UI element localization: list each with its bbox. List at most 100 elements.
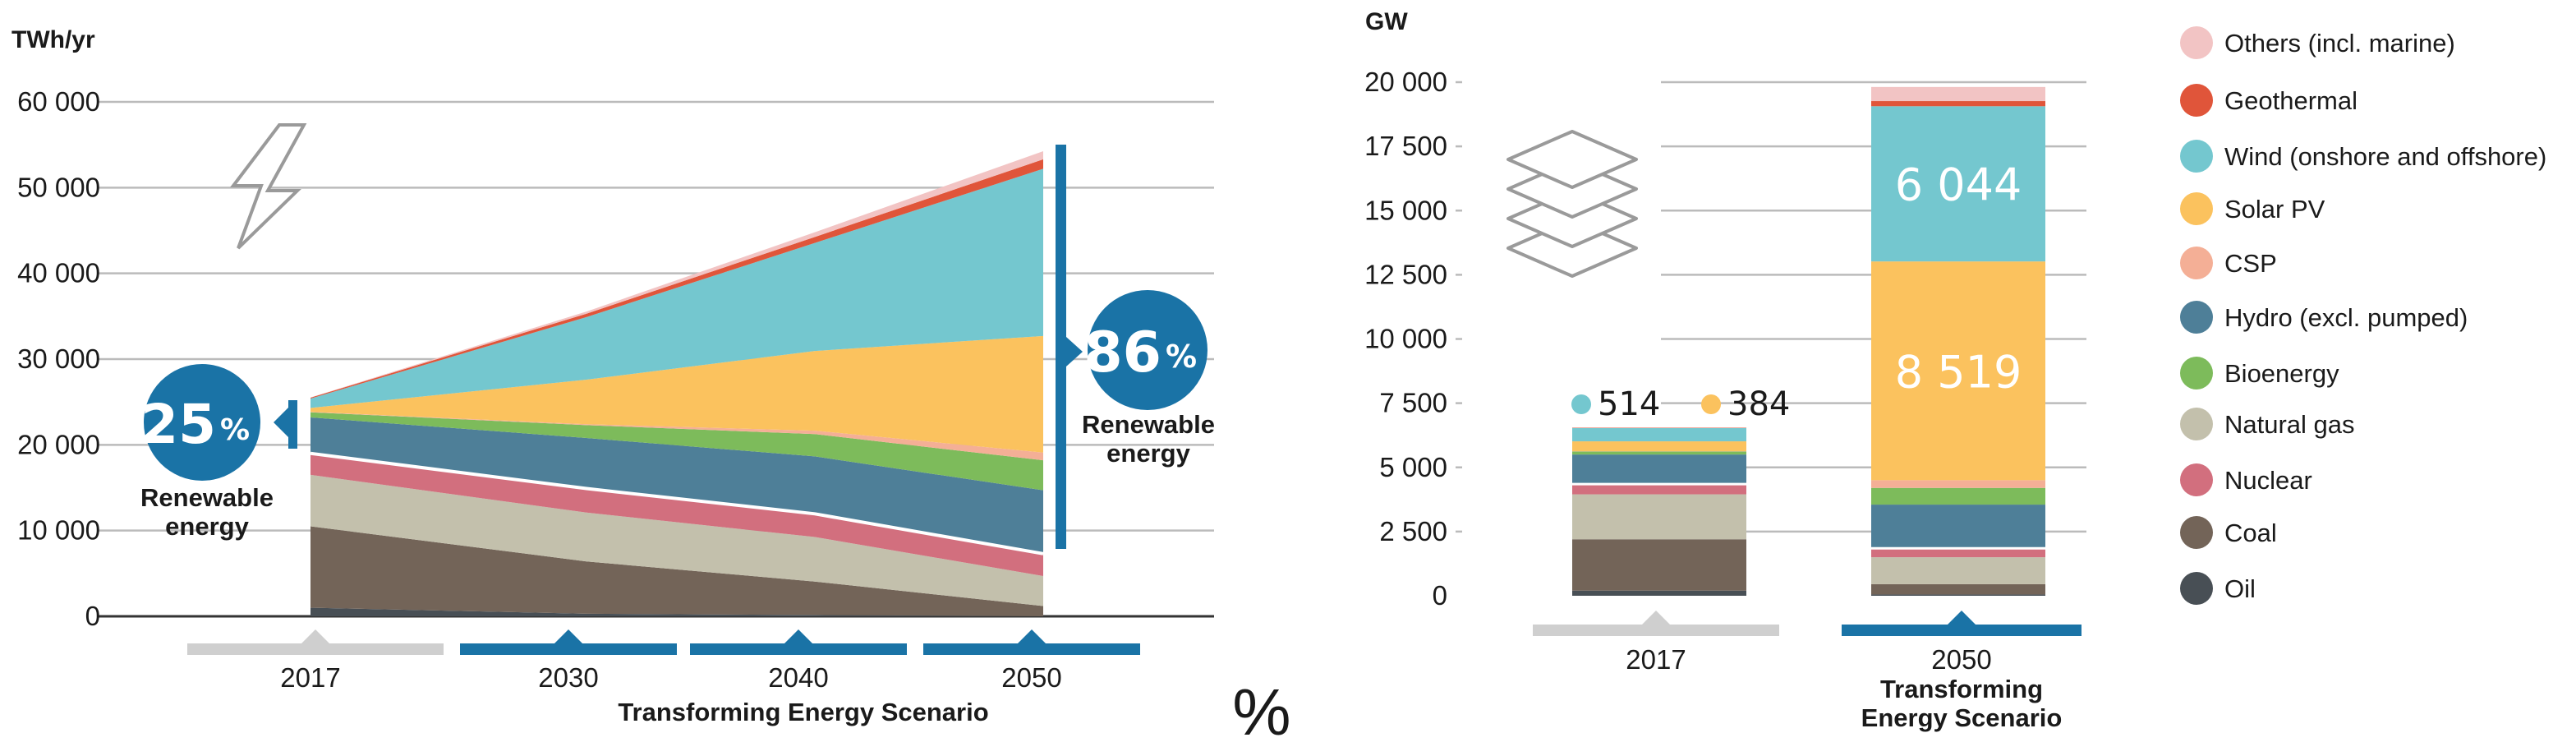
legend-label-csp: CSP: [2224, 249, 2277, 278]
left-y-tick-label: 20 000: [17, 429, 100, 459]
bar-2017-hydro: [1572, 454, 1746, 485]
left-y-tick-label: 50 000: [17, 172, 100, 202]
bar-2050-natural_gas: [1871, 557, 2045, 584]
share-2017-pointer: [274, 408, 288, 437]
bar-2017-oil: [1572, 590, 1746, 596]
right-y-tick-label: 15 000: [1364, 195, 1447, 225]
value-label-2050-solar: 8 519: [1895, 346, 2022, 398]
left-x-marker-2030: [554, 629, 583, 644]
share-2017-label-line1: Renewable: [140, 483, 274, 512]
bar-2017-natural_gas: [1572, 494, 1746, 540]
bar-2050-nuclear: [1871, 548, 2045, 558]
lightning-bolt-icon: [229, 123, 307, 250]
legend-swatch-natural_gas: [2180, 408, 2213, 440]
share-2050-circle: [1088, 290, 1208, 410]
bar-2050-bioenergy: [1871, 487, 2045, 505]
legend-swatch-hydro: [2180, 301, 2213, 334]
left-x-axis: 2017 2030 2040 2050: [187, 629, 1140, 693]
right-value-labels: 514 384 6 044 8 519: [1571, 159, 2022, 423]
legend-swatch-nuclear: [2180, 463, 2213, 496]
legend-label-solar: Solar PV: [2224, 195, 2325, 224]
share-2017-circle: [144, 364, 260, 481]
left-x-band-2017: [187, 643, 444, 655]
area-nuclear: [310, 453, 1043, 576]
legend: Others (incl. marine) Geothermal Wind (ons…: [2180, 26, 2546, 605]
right-y-ticks: 0 2 500 5 000 7 500 10 000 12 500 15 000 17 500…: [1364, 67, 1447, 611]
generation-area-chart: TWh/yr 0 10 000 20 000 30 000 40 000 50 000 60…: [12, 26, 1215, 726]
right-x-band-2017: [1533, 625, 1779, 636]
left-x-label-2017: 2017: [280, 662, 340, 693]
legend-label-hydro: Hydro (excl. pumped): [2224, 303, 2468, 332]
right-y-tick-label: 7 500: [1379, 388, 1447, 418]
legend-label-others: Others (incl. marine): [2224, 29, 2455, 58]
left-overlay: [310, 451, 1044, 555]
bar-2050-hydro: [1871, 505, 2045, 549]
bar-2017-wind: [1572, 428, 1746, 442]
value-label-2017-wind: 514: [1598, 385, 1660, 423]
legend-label-bioenergy: Bioenergy: [2224, 359, 2339, 388]
legend-label-geothermal: Geothermal: [2224, 86, 2358, 115]
right-x-marker-2050: [1947, 611, 1976, 625]
share-2050-label-line1: Renewable: [1082, 410, 1215, 439]
bar-2017-coal: [1572, 539, 1746, 591]
share-2050-bracket: [1056, 145, 1066, 549]
legend-label-oil: Oil: [2224, 574, 2256, 603]
left-y-tick-label: 30 000: [17, 343, 100, 374]
share-2050-unit: %: [1166, 339, 1197, 375]
left-y-tick-label: 10 000: [17, 515, 100, 546]
bar-2050-csp: [1871, 480, 2045, 488]
area-oil: [310, 607, 1043, 616]
legend-swatch-geothermal: [2180, 84, 2213, 117]
percent-footnote: %: [1232, 675, 1290, 749]
right-y-tick-label: 5 000: [1379, 452, 1447, 482]
right-x-marker-2017: [1641, 611, 1671, 625]
area-wind: [310, 168, 1043, 408]
renewable-separator-line: [310, 451, 1044, 555]
share-2050-value: 86: [1083, 320, 1162, 385]
legend-label-wind: Wind (onshore and offshore): [2224, 142, 2546, 171]
left-x-label-2030: 2030: [538, 662, 598, 693]
left-x-band-2030: [460, 643, 677, 655]
share-2050-label-line2: energy: [1106, 439, 1190, 468]
bar-2050-oil: [1871, 594, 2045, 596]
left-x-label-2040: 2040: [768, 662, 828, 693]
bar-2050-geothermal: [1871, 101, 2045, 107]
legend-label-natural_gas: Natural gas: [2224, 410, 2355, 439]
left-y-tick-label: 40 000: [17, 258, 100, 288]
legend-swatch-bioenergy: [2180, 357, 2213, 390]
share-2017-label-line2: energy: [165, 512, 249, 541]
value-dot-2017-wind: [1571, 394, 1591, 414]
right-x-label-energy-scenario: Energy Scenario: [1861, 703, 2063, 732]
bar-2017-solar: [1572, 441, 1746, 452]
area-bioenergy: [310, 412, 1043, 491]
legend-swatch-solar: [2180, 192, 2213, 225]
right-x-label-2050: 2050: [1931, 644, 1991, 675]
right-y-tick-label: 2 500: [1379, 516, 1447, 546]
legend-swatch-wind: [2180, 140, 2213, 173]
legend-label-nuclear: Nuclear: [2224, 466, 2312, 495]
left-y-ticks: 0 10 000 20 000 30 000 40 000 50 000 60 000: [17, 86, 100, 631]
left-x-marker-2050: [1017, 629, 1046, 644]
area-hydro: [310, 417, 1043, 554]
renewable-share-2017: 25 % Renewable energy: [140, 364, 297, 541]
left-x-axis-title: Transforming Energy Scenario: [618, 698, 988, 726]
right-y-tick-label: 20 000: [1364, 67, 1447, 97]
right-y-tick-label: 17 500: [1364, 131, 1447, 161]
renewable-share-2050: 86 % Renewable energy: [1056, 145, 1215, 549]
share-2017-unit: %: [220, 413, 250, 447]
left-x-band-2050: [923, 643, 1140, 655]
value-label-2050-wind: 6 044: [1895, 159, 2022, 211]
share-2017-bracket: [288, 400, 297, 449]
right-x-label-transforming: Transforming: [1880, 675, 2043, 703]
left-stacked-areas: [310, 150, 1043, 616]
value-label-2017-solar: 384: [1727, 385, 1790, 423]
share-2017-value: 25: [140, 393, 216, 456]
right-x-band-2050: [1842, 625, 2082, 636]
left-y-tick-label: 60 000: [17, 86, 100, 117]
left-y-unit: TWh/yr: [12, 26, 95, 53]
area-coal: [310, 526, 1043, 616]
left-x-label-2050: 2050: [1001, 662, 1061, 693]
legend-swatch-coal: [2180, 516, 2213, 549]
